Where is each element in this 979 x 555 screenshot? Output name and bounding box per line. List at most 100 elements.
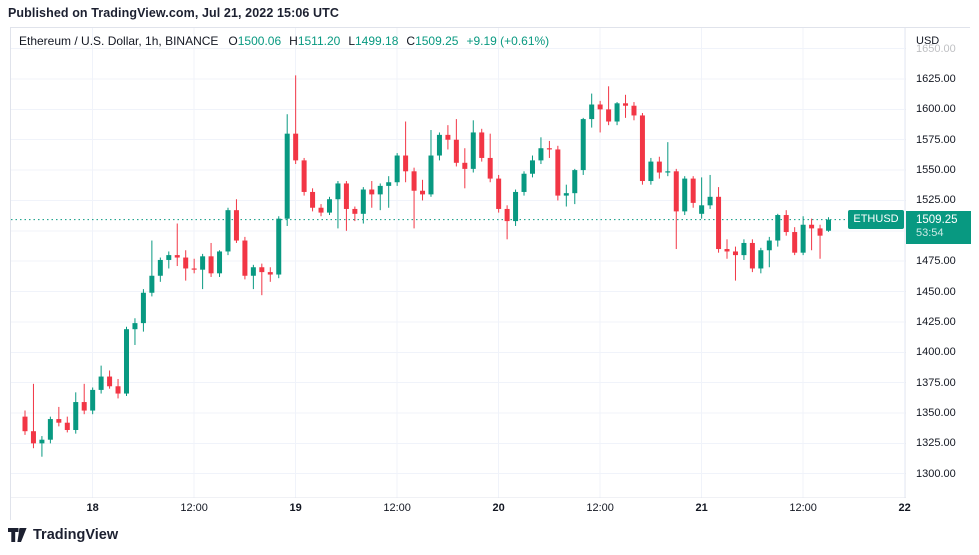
ohlc-high: H1511.20 — [289, 34, 340, 48]
candle-down — [673, 168, 679, 250]
candle-down — [487, 133, 493, 183]
candle-down — [174, 223, 180, 267]
candle-up — [699, 177, 705, 219]
candle-up — [149, 240, 155, 297]
price-tick-faded: 1650.00 — [916, 43, 956, 55]
price-tick-label: 1550.00 — [916, 164, 956, 177]
candle-down — [749, 239, 755, 273]
candle-down — [369, 181, 375, 208]
candle-down — [233, 199, 239, 243]
time-tick-label: 12:00 — [180, 502, 208, 514]
time-tick-label: 12:00 — [789, 502, 817, 514]
price-tick-label: 1525.00 — [916, 194, 956, 207]
tradingview-logo-text: TradingView — [33, 527, 119, 543]
tradingview-logo[interactable]: TradingView — [8, 527, 118, 543]
price-tick-label: 1425.00 — [916, 315, 956, 328]
change-value: +9.19 (+0.61%) — [466, 34, 550, 48]
candle-up — [200, 253, 206, 290]
candle-down — [64, 416, 70, 433]
high-label: H — [289, 34, 298, 48]
candle-up — [572, 168, 578, 205]
candle-down — [555, 145, 561, 201]
candle-down — [606, 86, 612, 126]
candle-up — [428, 130, 434, 197]
last-price-value: 1509.25 — [916, 213, 958, 226]
high-value: 1511.20 — [297, 34, 341, 48]
candle-down — [479, 128, 485, 162]
candle-up — [39, 436, 45, 457]
candle-up — [73, 392, 79, 434]
price-tick-label: 1575.00 — [916, 133, 956, 146]
candle-down — [453, 119, 459, 167]
candle-down — [639, 113, 645, 185]
candle-up — [98, 365, 104, 394]
footer: TradingView — [8, 527, 118, 543]
ohlc-close: C1509.25 — [406, 34, 458, 48]
time-tick-label: 20 — [492, 502, 505, 514]
candle-down — [732, 246, 738, 281]
candle-up — [682, 176, 688, 216]
candle-down — [690, 176, 696, 208]
candle-down — [420, 179, 426, 201]
candle-down — [783, 210, 789, 236]
tradingview-logo-icon — [8, 527, 27, 543]
price-tick-label: 1475.00 — [916, 255, 956, 268]
candle-up — [614, 102, 620, 126]
candle-down — [724, 239, 730, 259]
candle-up — [166, 251, 172, 269]
candle-down — [208, 242, 214, 277]
candle-down — [56, 406, 62, 427]
candle-down — [403, 121, 409, 183]
candlestick-chart[interactable] — [11, 28, 971, 521]
price-tick-label: 1350.00 — [916, 406, 956, 419]
candle-up — [90, 387, 96, 415]
candle-down — [183, 250, 189, 281]
price-tick-label: 1400.00 — [916, 346, 956, 359]
currency-label: USD — [916, 35, 940, 47]
symbol-price-flag: ETHUSD — [848, 210, 904, 230]
candle-up — [800, 216, 806, 256]
candle-up — [580, 117, 586, 175]
candle-up — [377, 183, 383, 211]
candle-down — [30, 383, 36, 449]
time-tick-label: 12:00 — [383, 502, 411, 514]
candle-up — [775, 213, 781, 247]
candle-down — [792, 227, 798, 256]
candle-down — [22, 410, 28, 435]
low-label: L — [348, 34, 355, 48]
candle-up — [766, 236, 772, 268]
candle-down — [623, 94, 629, 118]
candle-down — [656, 156, 662, 179]
candle-up — [436, 132, 442, 161]
candle-up — [529, 155, 535, 178]
last-price-badge: 1509.25 53:54 — [906, 210, 971, 244]
candle-up — [123, 326, 129, 396]
price-tick-label: 1600.00 — [916, 103, 956, 116]
candle-down — [597, 100, 603, 133]
candle-up — [741, 239, 747, 260]
ohlc-low: L1499.18 — [348, 34, 398, 48]
low-value: 1499.18 — [355, 34, 399, 48]
candle-up — [47, 416, 53, 444]
price-tick-label: 1625.00 — [916, 73, 956, 85]
open-value: 1500.06 — [237, 34, 282, 48]
candle-up — [758, 247, 764, 274]
candle-up — [157, 257, 163, 282]
candle-up — [276, 216, 282, 279]
symbol-title: Ethereum / U.S. Dollar, 1h, BINANCE — [19, 34, 219, 48]
time-tick-label: 21 — [695, 502, 708, 514]
price-axis[interactable]: USD 1650.00 1625.00 1600.00 1575.00 1550.00… — [906, 28, 971, 498]
published-line: Published on TradingView.com, Jul 21, 20… — [8, 6, 339, 20]
price-tick-label: 1300.00 — [916, 467, 956, 480]
time-axis[interactable]: 18 12:00 19 12:00 20 12:00 21 12:00 22 — [11, 498, 971, 521]
time-tick-label: 19 — [289, 502, 302, 514]
candle-down — [301, 157, 307, 196]
candle-down — [267, 267, 273, 282]
candle-up — [665, 142, 671, 177]
candle-down — [310, 188, 316, 212]
candle-up — [826, 217, 832, 232]
candle-up — [217, 250, 223, 277]
candle-up — [225, 207, 231, 256]
time-tick-label: 22 — [898, 502, 911, 514]
